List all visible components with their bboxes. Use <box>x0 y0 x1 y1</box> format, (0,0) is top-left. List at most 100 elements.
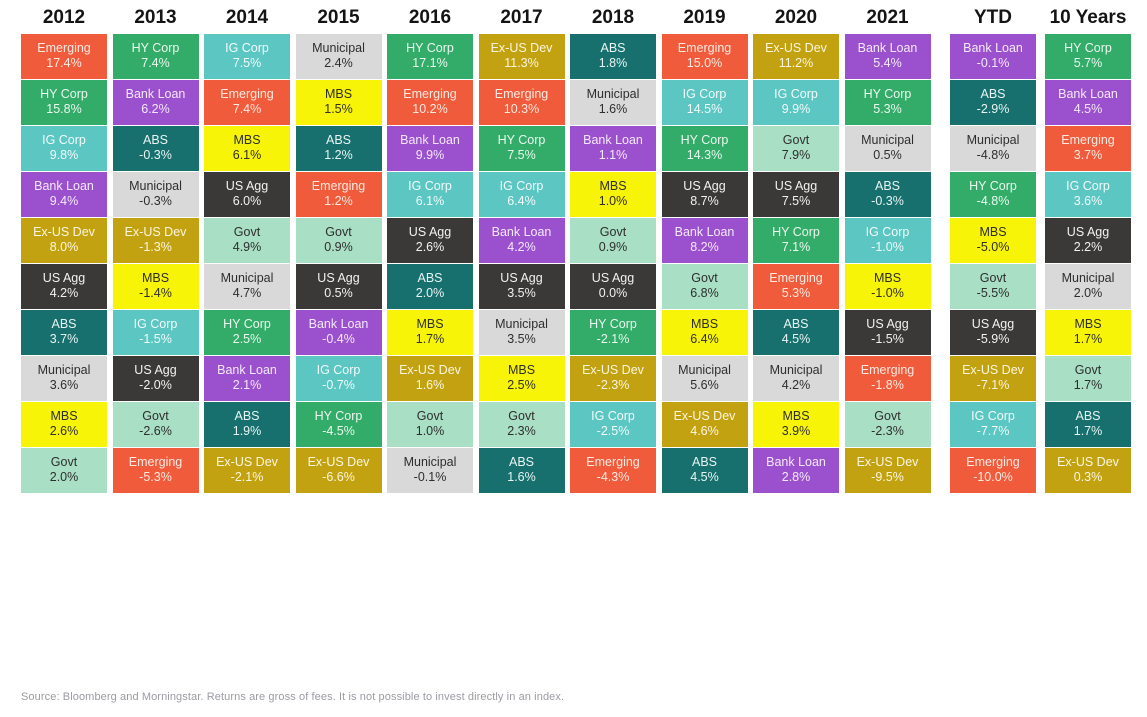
asset-name-label: HY Corp <box>406 40 454 55</box>
asset-return-value: 9.9% <box>781 102 811 117</box>
asset-cell: Municipal -0.3% <box>112 172 199 217</box>
asset-cell: US Agg 6.0% <box>204 172 290 217</box>
asset-return-value: 1.9% <box>232 424 262 439</box>
asset-cell: Emerging 10.2% <box>387 80 473 125</box>
asset-name-label: Govt <box>1074 362 1102 377</box>
asset-name-label: Ex-US Dev <box>33 224 95 239</box>
asset-cell: Ex-US Dev 8.0% <box>21 218 107 263</box>
asset-name-label: Emerging <box>37 40 91 55</box>
asset-name-label: Bank Loan <box>308 316 369 331</box>
asset-name-label: ABS <box>325 132 351 147</box>
asset-return-value: -4.5% <box>322 424 355 439</box>
asset-return-value: 6.0% <box>232 194 262 209</box>
asset-cell: Municipal 4.7% <box>204 264 290 309</box>
asset-return-value: 2.0% <box>1073 286 1103 301</box>
asset-name-label: HY Corp <box>772 224 820 239</box>
asset-cell: US Agg 3.5% <box>478 264 565 309</box>
asset-name-label: Emerging <box>586 454 640 469</box>
asset-cell: ABS 2.0% <box>387 264 473 309</box>
asset-cell: HY Corp 7.4% <box>112 34 199 79</box>
asset-name-label: Govt <box>979 270 1007 285</box>
asset-cell: Govt 6.8% <box>661 264 748 309</box>
asset-cell: Municipal -4.8% <box>950 126 1036 171</box>
asset-cell: Bank Loan -0.4% <box>295 310 382 355</box>
asset-return-value: -0.3% <box>871 194 904 209</box>
asset-cell: Bank Loan 6.2% <box>112 80 199 125</box>
column-header-2017: 2017 <box>500 7 543 28</box>
asset-name-label: IG Corp <box>225 40 269 55</box>
asset-name-label: Municipal <box>129 178 182 193</box>
asset-return-value: 15.8% <box>46 102 82 117</box>
asset-return-value: 4.2% <box>49 286 79 301</box>
asset-cell: IG Corp 7.5% <box>204 34 290 79</box>
column-header-2014: 2014 <box>225 7 269 28</box>
column-header-2012: 2012 <box>42 7 86 28</box>
asset-name-label: Municipal <box>220 270 274 285</box>
asset-return-value: 3.5% <box>507 286 536 301</box>
asset-cell: ABS 1.6% <box>478 448 565 493</box>
asset-name-label: Ex-US Dev <box>490 40 553 55</box>
asset-name-label: US Agg <box>866 316 909 331</box>
asset-cell: Ex-US Dev -2.3% <box>570 356 656 401</box>
asset-cell: MBS 2.5% <box>478 356 565 401</box>
asset-return-value: 1.5% <box>324 102 353 117</box>
asset-cell: US Agg 2.2% <box>1045 218 1131 263</box>
asset-cell: Ex-US Dev -6.6% <box>295 448 382 493</box>
asset-return-value: 5.3% <box>781 286 811 301</box>
asset-cell: Bank Loan 5.4% <box>844 34 931 79</box>
column-header-2020: 2020 <box>774 7 818 28</box>
column-2017: 2017 Ex-US Dev 11.3% Emerging 10.3% HY Corp 7.… <box>478 5 565 494</box>
asset-name-label: ABS <box>508 454 534 469</box>
asset-name-label: IG Corp <box>774 86 818 101</box>
asset-return-value: 1.8% <box>598 56 628 71</box>
asset-cell: ABS 4.5% <box>753 310 839 355</box>
asset-cell: Municipal 3.6% <box>21 356 107 401</box>
asset-name-label: HY Corp <box>680 132 729 147</box>
asset-return-value: 9.8% <box>49 148 79 163</box>
asset-name-label: MBS <box>979 224 1007 239</box>
asset-name-label: Govt <box>325 224 352 239</box>
asset-name-label: MBS <box>782 408 810 423</box>
asset-cell: US Agg 8.7% <box>661 172 748 217</box>
asset-return-value: -2.1% <box>230 470 264 485</box>
asset-return-value: 10.3% <box>503 102 540 117</box>
asset-return-value: 0.9% <box>598 240 628 255</box>
source-note: Source: Bloomberg and Morningstar. Retur… <box>21 691 565 703</box>
asset-return-value: 4.5% <box>1073 102 1103 117</box>
asset-return-value: 17.1% <box>412 56 448 71</box>
asset-cell: Bank Loan 8.2% <box>661 218 748 263</box>
asset-cell: Govt 0.9% <box>295 218 382 263</box>
asset-name-label: MBS <box>690 316 719 331</box>
asset-cell: ABS 3.7% <box>21 310 107 355</box>
asset-name-label: MBS <box>507 362 536 377</box>
asset-return-value: 14.3% <box>686 148 723 163</box>
asset-cell: HY Corp 15.8% <box>21 80 107 125</box>
asset-name-label: ABS <box>51 316 77 331</box>
column-2013: 2013 HY Corp 7.4% Bank Loan 6.2% ABS -0.3% Muni… <box>112 5 199 494</box>
asset-name-label: Ex-US Dev <box>399 362 461 377</box>
asset-name-label: Municipal <box>403 454 457 469</box>
asset-name-label: HY Corp <box>314 408 363 423</box>
asset-return-value: 11.3% <box>504 56 539 71</box>
asset-name-label: IG Corp <box>408 178 452 193</box>
asset-cell: MBS 1.0% <box>570 172 656 217</box>
asset-name-label: Emerging <box>966 454 1020 469</box>
asset-return-value: 5.3% <box>873 102 902 117</box>
asset-return-value: -6.6% <box>322 470 355 485</box>
asset-cell: Ex-US Dev -1.3% <box>112 218 199 263</box>
column-2012: 2012 Emerging 17.4% HY Corp 15.8% IG Corp 9.8%… <box>21 5 107 494</box>
asset-return-value: -1.0% <box>871 240 904 255</box>
asset-return-value: -4.8% <box>976 148 1010 163</box>
asset-cell: Govt -2.3% <box>844 402 931 447</box>
asset-name-label: IG Corp <box>42 132 86 147</box>
asset-return-value: 1.0% <box>415 424 445 439</box>
asset-name-label: Municipal <box>312 40 365 55</box>
asset-cell: MBS 6.4% <box>661 310 748 355</box>
asset-return-value: 7.4% <box>141 56 170 71</box>
asset-name-label: Municipal <box>966 132 1020 147</box>
asset-return-value: -5.5% <box>976 286 1010 301</box>
asset-return-value: 8.2% <box>690 240 719 255</box>
asset-cell: US Agg 4.2% <box>21 264 107 309</box>
asset-return-value: -2.1% <box>596 332 630 347</box>
asset-cell: Ex-US Dev 11.2% <box>753 34 839 79</box>
